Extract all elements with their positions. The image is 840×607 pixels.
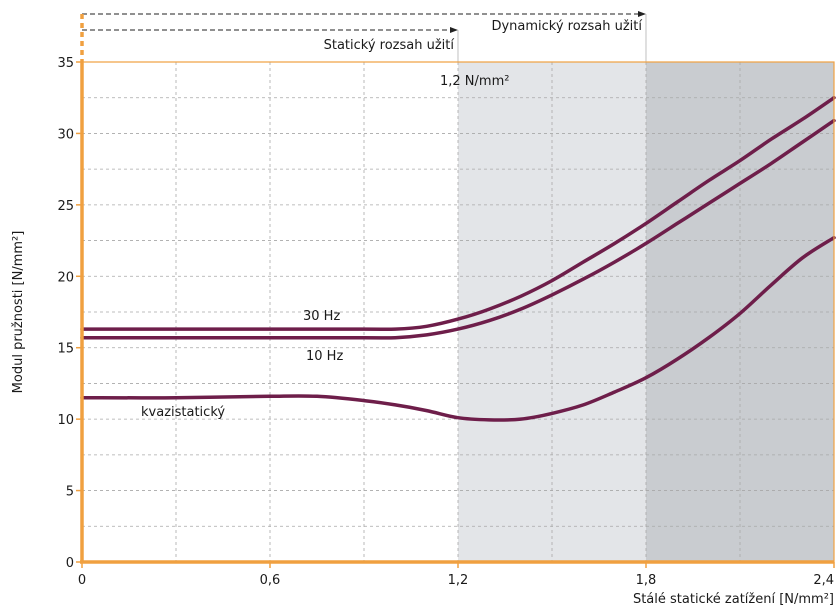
x-tick-label: 0 bbox=[78, 573, 86, 588]
x-tick-label: 0,6 bbox=[260, 573, 281, 588]
grid bbox=[82, 62, 834, 562]
series-label-2: kvazistatický bbox=[141, 405, 225, 420]
y-tick-label: 0 bbox=[66, 556, 74, 571]
labels: 1,2 N/mm² 30 Hz 10 Hz kvazistatický 0 0,6 1,2 1… bbox=[11, 56, 834, 607]
y-tick-label: 15 bbox=[57, 342, 74, 357]
y-tick-label: 30 bbox=[57, 127, 74, 142]
y-axis-title: Modul pružnosti [N/mm²] bbox=[11, 231, 26, 394]
x-axis-title: Stálé statické zatížení [N/mm²] bbox=[633, 592, 834, 607]
series-line-1 bbox=[80, 118, 836, 340]
y-tick-label: 10 bbox=[57, 413, 74, 428]
series-lines bbox=[80, 95, 836, 422]
range-label-1: Dynamický rozsah užití bbox=[491, 19, 642, 34]
series-line-0 bbox=[80, 95, 836, 332]
y-tick-label: 35 bbox=[57, 56, 74, 71]
series-line-2 bbox=[80, 235, 836, 422]
range-arrowhead-0 bbox=[450, 27, 458, 33]
series-label-0: 30 Hz bbox=[303, 309, 340, 324]
y-tick-label: 25 bbox=[57, 199, 74, 214]
axes bbox=[76, 61, 835, 568]
y-tick-label: 20 bbox=[57, 270, 74, 285]
region-label: 1,2 N/mm² bbox=[440, 74, 509, 89]
y-tick-label: 5 bbox=[66, 485, 74, 500]
usage-range-arrows: Statický rozsah užití Dynamický rozsah už… bbox=[80, 11, 647, 62]
x-tick-label: 1,8 bbox=[636, 573, 657, 588]
series-label-1: 10 Hz bbox=[306, 349, 343, 364]
range-arrowhead-1 bbox=[638, 11, 646, 17]
x-tick-label: 1,2 bbox=[448, 573, 469, 588]
x-tick-label: 2,4 bbox=[813, 573, 834, 588]
range-label-0: Statický rozsah užití bbox=[324, 38, 455, 53]
